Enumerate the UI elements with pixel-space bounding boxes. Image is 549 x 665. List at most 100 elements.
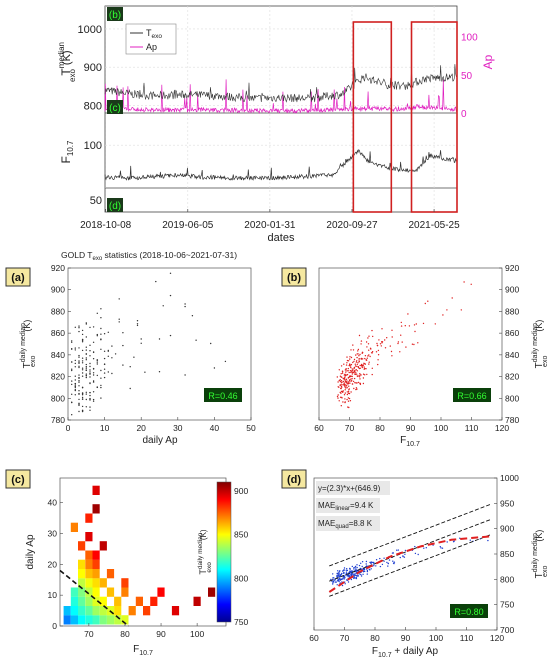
scatter-point [375,565,377,567]
scatter-point [89,350,91,352]
scatter-point [341,578,343,580]
heatmap-cell [99,578,107,588]
scatter-point [356,365,358,368]
ytick-label: 920 [51,263,65,273]
scatter-point [92,391,95,393]
heatmap-cell [78,578,86,588]
ytick-label: 840 [51,350,65,360]
scatter-point [96,374,99,377]
scatter-point [338,400,340,402]
scatter-point [356,363,358,366]
heatmap-cell [92,578,100,588]
ytick-label: 0 [52,621,57,631]
panel-c-xlabel: F10.7 [133,644,153,657]
scatter-point [81,410,84,413]
scatter-point [345,572,347,575]
scatter-point [78,380,80,382]
scatter-point [347,581,350,583]
scatter-point [339,375,342,377]
scatter-point [136,324,139,327]
scatter-point [370,568,372,570]
scatter-point [344,380,347,383]
scatter-point [377,359,379,361]
panel-b-tag: (b) [281,267,307,287]
ts-ylabel-f107: F10.7 [59,140,75,163]
scatter-point [362,382,365,385]
scatter-point [103,372,106,374]
scatter-point [355,361,358,363]
scatter-point [387,562,389,565]
scatter-point [391,355,393,357]
scatter-point [380,345,382,347]
scatter-point [365,359,368,361]
scatter-point [356,370,358,372]
colorbar-ticks: 750 800 850 900 [234,486,248,627]
scatter-point [391,329,393,331]
scatter-point [346,356,348,358]
scatter-point [338,572,340,575]
scatter-point [100,333,102,335]
scatter-point [363,568,366,571]
scatter-point [357,575,359,577]
scatter-point [403,556,406,558]
heatmap-cell [92,504,100,514]
scatter-point [169,334,172,337]
scatter-point [144,371,146,373]
scatter-point [381,341,383,343]
scatter-point [360,573,362,576]
scatter-point [343,374,346,376]
scatter-point [427,300,429,302]
scatter-point [345,378,347,380]
scatter-point [360,374,362,376]
scatter-point [384,339,386,341]
scatter-point [122,344,124,347]
scatter-point [341,397,343,399]
ytick-label: 750 [500,600,514,610]
scatter-point [408,325,411,327]
xtick-label: 120 [495,423,509,433]
scatter-point [81,357,84,359]
scatter-point [85,363,88,366]
heatmap-cell [92,615,100,625]
heatmap-cell [121,578,129,588]
heatmap-cell [92,569,100,579]
scatter-point [96,363,99,365]
ts-xtick-label: 2020-01-31 [244,220,296,231]
scatter-point [89,371,91,373]
heatmap-cell [78,615,86,625]
heatmap-cell [150,596,158,606]
scatter-point [78,360,80,362]
scatter-point [347,397,350,399]
scatter-point [360,340,363,342]
ts-xtick-label: 2018-10-08 [80,220,132,231]
panel-d: 60 70 80 90 100 110 1207007508008509009501000 … [281,469,549,659]
scatter-point [358,334,361,337]
scatter-point [463,281,465,283]
scatter-point [342,572,345,574]
scatter-point [378,339,380,341]
scatter-point [100,397,102,399]
scatter-point [81,398,84,400]
scatter-point [351,375,353,378]
scatter-point [78,366,80,369]
scatter-point [92,367,95,370]
xtick-label: 30 [173,423,183,433]
scatter-point [339,379,341,381]
heatmap-cell [85,578,93,588]
scatter-point [470,283,472,285]
ts-xlabel: dates [268,232,295,244]
ts-xtick-label: 2021-05-25 [409,220,461,231]
scatter-point [74,384,77,386]
scatter-point [169,272,172,274]
scatter-point [339,391,341,394]
scatter-point [425,547,427,549]
ytick-label: 850 [500,549,514,559]
scatter-point [362,373,365,375]
panel-c-cells [59,485,216,627]
scatter-point [191,315,194,317]
scatter-point [347,370,349,372]
heatmap-cell [121,587,129,597]
ts-ytick-label: 50 [90,195,102,207]
